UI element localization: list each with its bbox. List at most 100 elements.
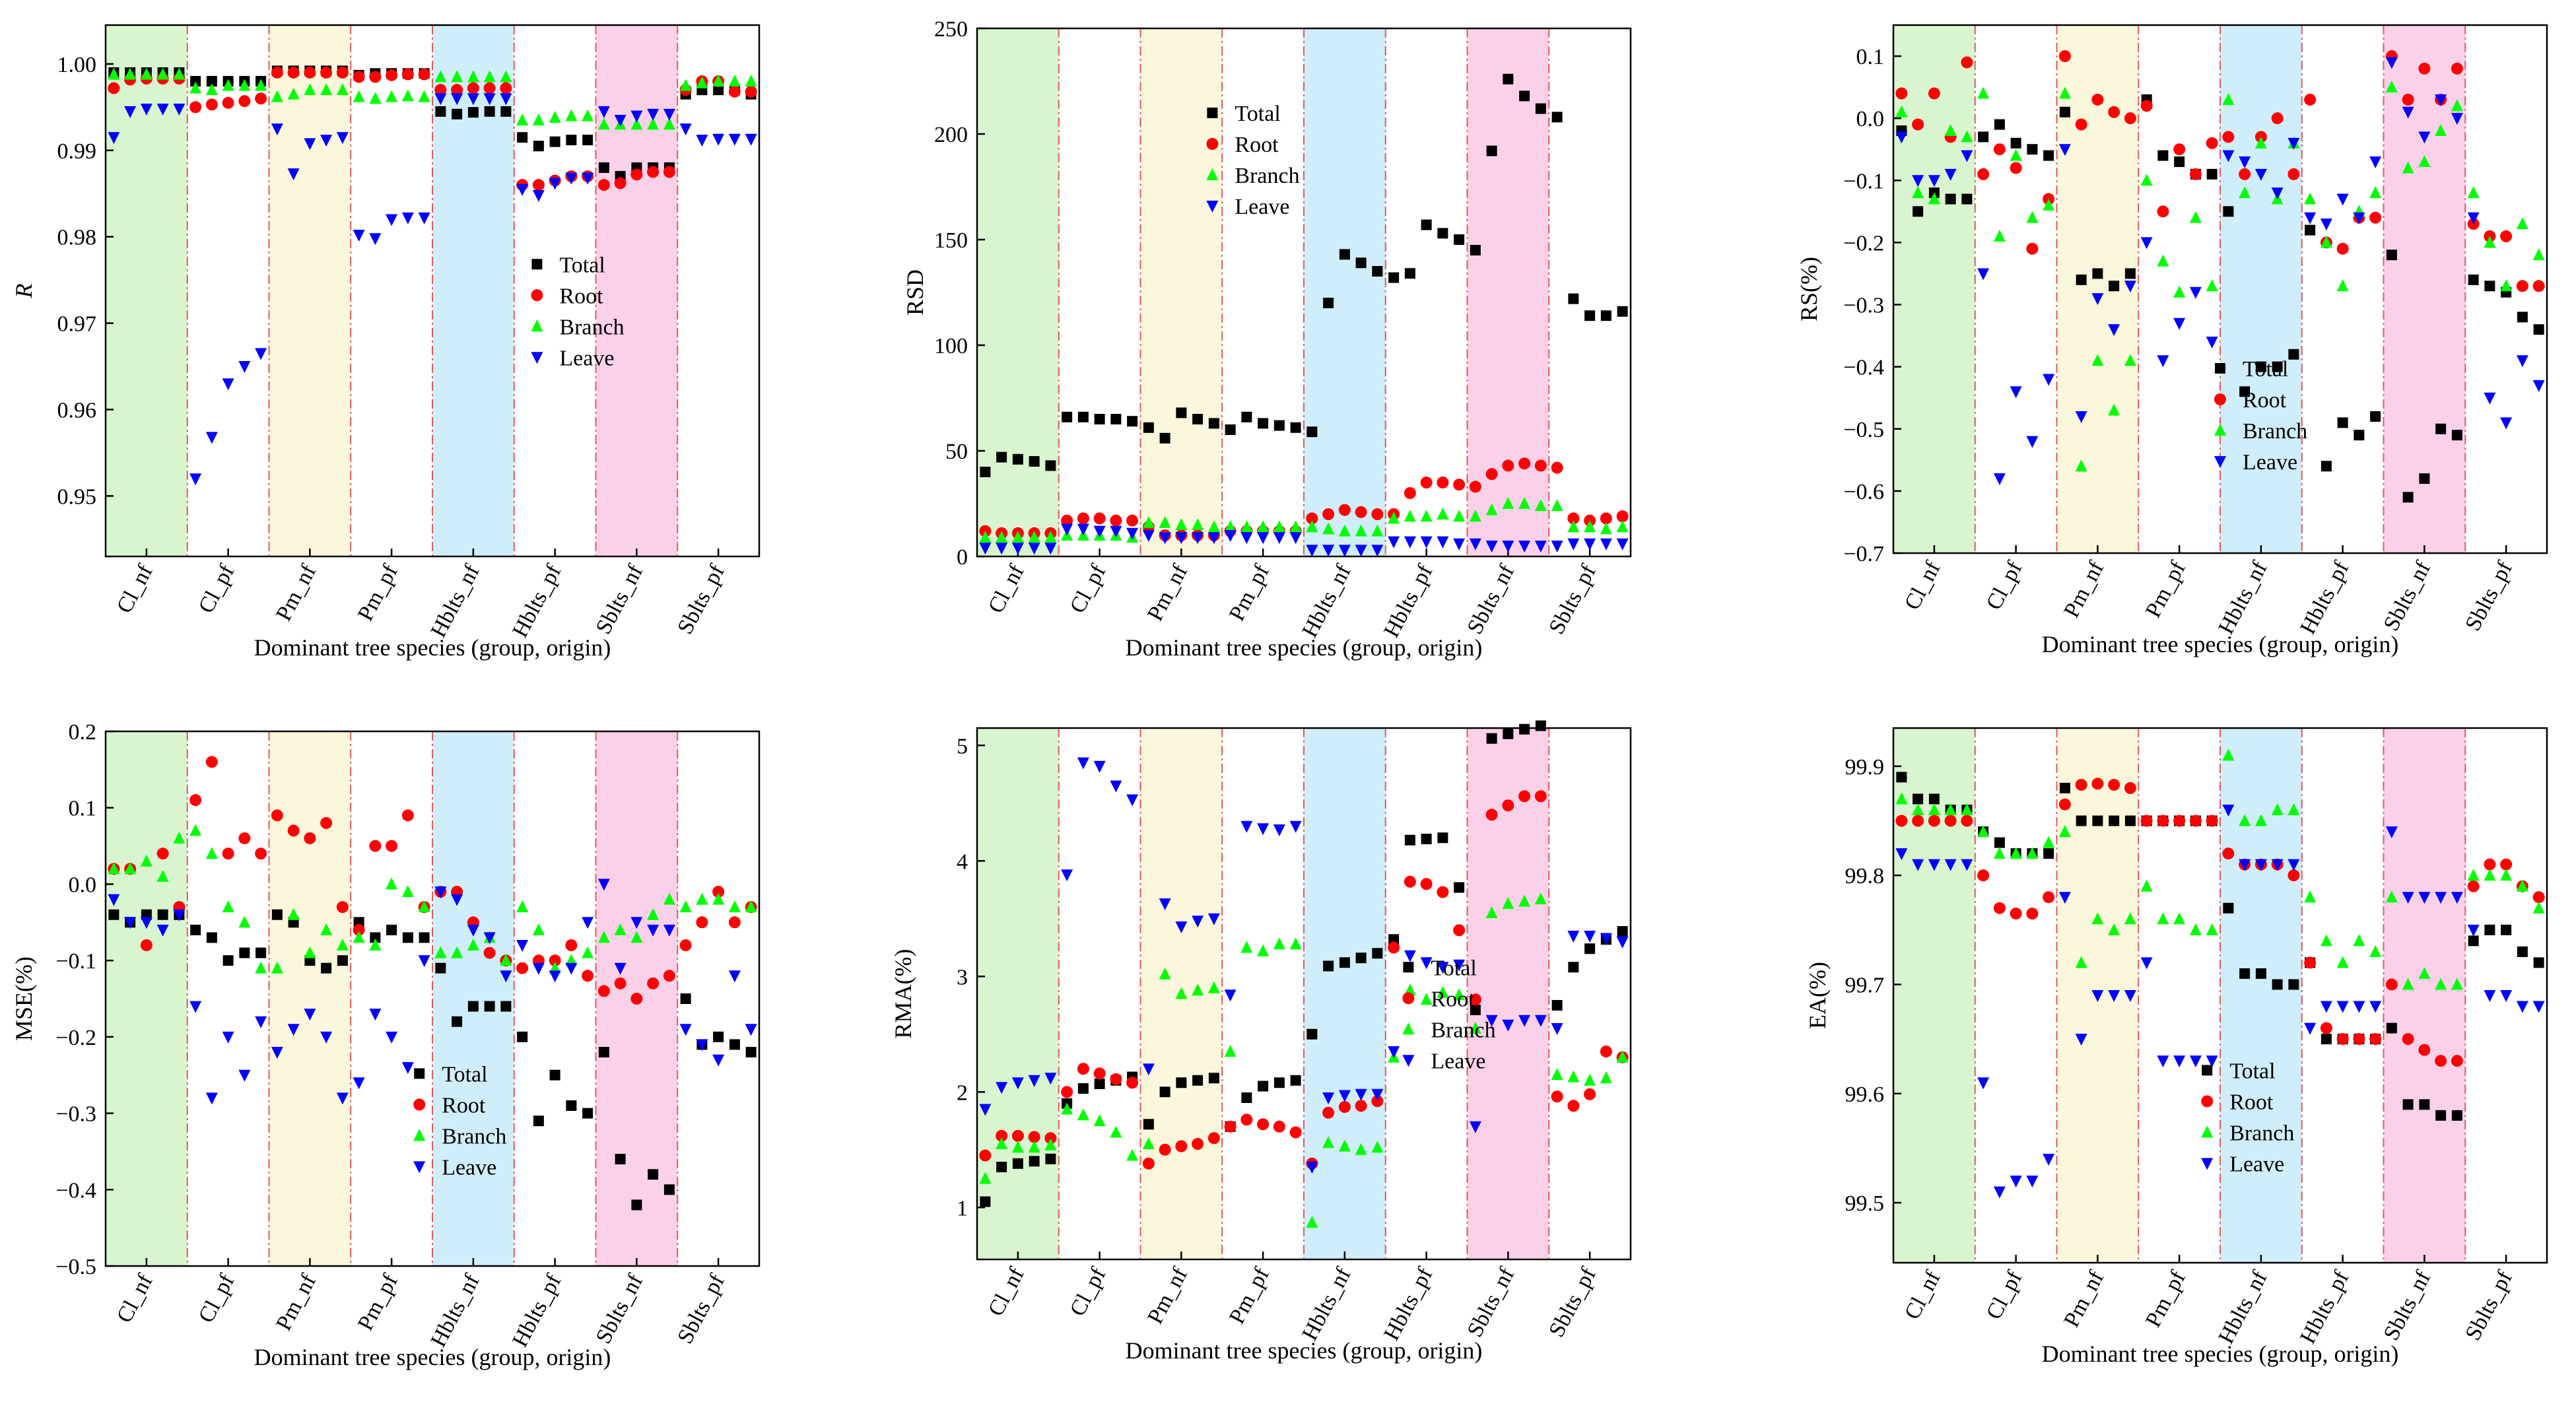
y-tick-label: 0.95 bbox=[57, 484, 97, 509]
point-leave bbox=[500, 93, 512, 106]
y-tick-label: −0.2 bbox=[55, 1026, 96, 1050]
point-total bbox=[2402, 492, 2414, 503]
point-branch bbox=[582, 109, 594, 121]
x-tick-label-Pm_pf: Pm_pf bbox=[2141, 1267, 2191, 1331]
point-leave bbox=[1338, 545, 1351, 557]
legend-label-branch: Branch bbox=[559, 315, 624, 339]
point-leave bbox=[1912, 175, 1924, 187]
point-total bbox=[2288, 349, 2299, 360]
point-total bbox=[337, 955, 348, 966]
y-tick-label: 50 bbox=[945, 440, 968, 464]
point-branch bbox=[996, 1137, 1008, 1149]
point-root bbox=[1044, 1132, 1057, 1145]
point-root bbox=[1077, 512, 1089, 525]
point-total bbox=[452, 108, 463, 119]
point-root bbox=[2091, 778, 2104, 790]
point-leave bbox=[1044, 1073, 1057, 1085]
point-root bbox=[663, 970, 675, 982]
point-leave bbox=[2320, 1001, 2332, 1013]
point-leave bbox=[434, 886, 447, 898]
point-total bbox=[1404, 268, 1415, 279]
point-branch bbox=[304, 946, 316, 958]
point-total bbox=[2076, 274, 2087, 285]
point-branch bbox=[2435, 124, 2447, 136]
y-tick-label: 1.00 bbox=[57, 53, 97, 77]
point-branch bbox=[238, 79, 251, 91]
point-branch bbox=[712, 75, 725, 87]
point-branch bbox=[1928, 192, 1940, 205]
y-tick-label: 99.6 bbox=[1845, 1083, 1885, 1107]
y-tick-label: −0.3 bbox=[1843, 294, 1884, 318]
x-tick-label-Cl_nf: Cl_nf bbox=[112, 560, 158, 617]
legend-label-root: Root bbox=[1431, 987, 1475, 1011]
point-leave bbox=[1388, 1046, 1400, 1058]
point-branch bbox=[2222, 749, 2235, 761]
y-tick-label: 0.98 bbox=[57, 226, 97, 250]
point-leave bbox=[2239, 156, 2251, 169]
point-total bbox=[321, 962, 332, 974]
point-root bbox=[1110, 1073, 1122, 1085]
point-total bbox=[2435, 1110, 2447, 1121]
point-total bbox=[1012, 453, 1023, 465]
point-root bbox=[614, 977, 627, 989]
point-root bbox=[2075, 118, 2087, 131]
point-branch bbox=[1534, 892, 1547, 904]
point-leave bbox=[336, 132, 349, 145]
point-leave bbox=[1469, 1121, 1481, 1133]
highlight-band-Sblts_nf bbox=[2383, 728, 2466, 1263]
point-root bbox=[1110, 514, 1122, 527]
point-leave bbox=[320, 135, 333, 147]
legend-marker-root bbox=[1402, 992, 1415, 1005]
y-tick-label: 99.9 bbox=[1845, 755, 1885, 780]
point-leave bbox=[1224, 530, 1237, 542]
point-branch bbox=[1944, 124, 1957, 136]
point-branch bbox=[205, 847, 218, 859]
point-root bbox=[500, 82, 512, 94]
point-leave bbox=[516, 940, 529, 952]
point-root bbox=[1142, 1157, 1155, 1170]
point-branch bbox=[1273, 520, 1285, 533]
point-branch bbox=[140, 854, 153, 867]
point-root bbox=[2043, 891, 2055, 904]
point-root bbox=[2010, 162, 2022, 174]
point-total bbox=[2305, 224, 2316, 236]
series-root bbox=[1895, 778, 2545, 1067]
point-root bbox=[630, 993, 643, 1005]
point-root bbox=[1993, 902, 2006, 914]
point-root bbox=[2369, 1033, 2382, 1046]
point-total bbox=[1290, 422, 1301, 433]
point-leave bbox=[1453, 538, 1466, 551]
point-branch bbox=[2108, 923, 2120, 935]
point-branch bbox=[287, 87, 300, 100]
point-branch bbox=[304, 83, 316, 96]
point-root bbox=[1011, 1129, 1024, 1142]
point-total bbox=[1568, 962, 1579, 973]
point-total bbox=[386, 924, 397, 935]
point-branch bbox=[1485, 906, 1498, 918]
point-total bbox=[484, 106, 495, 117]
point-root bbox=[1192, 1138, 1204, 1150]
point-branch bbox=[2353, 934, 2365, 947]
point-total bbox=[370, 932, 381, 943]
point-branch bbox=[2010, 149, 2022, 161]
point-total bbox=[1029, 1156, 1040, 1167]
point-branch bbox=[2385, 81, 2398, 93]
point-total bbox=[745, 1047, 757, 1057]
point-root bbox=[1306, 512, 1318, 525]
point-root bbox=[140, 939, 153, 951]
point-total bbox=[2501, 924, 2512, 935]
point-leave bbox=[1240, 532, 1253, 545]
point-leave bbox=[1011, 1077, 1024, 1090]
point-total bbox=[1913, 793, 1924, 805]
point-leave bbox=[108, 132, 120, 145]
point-branch bbox=[2124, 912, 2136, 925]
point-root bbox=[1485, 468, 1498, 481]
point-total bbox=[1896, 772, 1907, 783]
point-branch bbox=[222, 900, 234, 913]
point-total bbox=[2076, 815, 2087, 826]
point-root bbox=[1551, 1090, 1563, 1103]
point-leave bbox=[2369, 1001, 2382, 1013]
point-root bbox=[483, 82, 496, 94]
point-root bbox=[2026, 242, 2039, 255]
legend-label-leave: Leave bbox=[1235, 195, 1289, 219]
